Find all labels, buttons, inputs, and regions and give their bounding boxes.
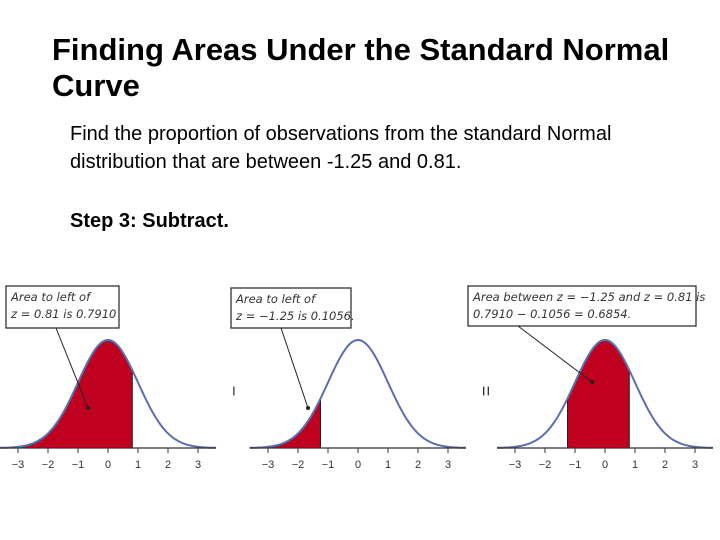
axis-tick-label: −1 <box>569 459 582 471</box>
axis-tick-label: −2 <box>42 459 55 471</box>
normal-curve <box>250 338 466 449</box>
shaded-area <box>0 339 133 449</box>
axis-tick-label: 1 <box>135 459 141 471</box>
minus-operator: − <box>224 386 244 397</box>
axis-tick-label: −2 <box>292 459 305 471</box>
normal-curve <box>497 338 713 449</box>
callout-text: 0.7910 − 0.1056 = 0.6854. <box>473 307 631 321</box>
axis-tick-label: 1 <box>385 459 391 471</box>
axis-tick-label: −3 <box>262 459 275 471</box>
axis-tick-label: 3 <box>445 459 451 471</box>
panel-area-left-of-neg-1.25: −3 −2 −1 0 1 2 3 Area to left of z = −1.25 is 0.… <box>230 287 466 471</box>
axis-tick-label: 3 <box>692 459 698 471</box>
equals-operator: = <box>476 386 496 397</box>
pointer-tip <box>590 380 594 384</box>
callout-text: Area between z = −1.25 and z = 0.81 is <box>472 290 705 304</box>
axis-tick-label: 2 <box>415 459 421 471</box>
callout-pointer <box>517 325 593 383</box>
shaded-area <box>567 339 630 449</box>
axis-tick-label: 2 <box>662 459 668 471</box>
callout-pointer <box>55 327 89 409</box>
shaded-area <box>249 398 321 449</box>
step-label: Step 3: Subtract. <box>70 210 229 232</box>
axis-tick-label: −3 <box>12 459 25 471</box>
axis-tick-label: −1 <box>322 459 335 471</box>
callout-pointer <box>280 327 309 409</box>
pointer-tip <box>306 406 310 410</box>
slide-title: Finding Areas Under the Standard Normal … <box>52 32 670 103</box>
callout-text: Area to left of <box>10 290 92 304</box>
callout-box <box>467 285 697 327</box>
axis-tick-label: 0 <box>105 459 111 471</box>
panel-area-between: −3 −2 −1 0 1 2 3 Area between z = −1.25 and z =… <box>467 285 713 471</box>
pointer-tip <box>86 406 90 410</box>
callout-text: z = −1.25 is 0.1056. <box>235 309 355 323</box>
callout-box <box>230 287 352 329</box>
callout-text: z = 0.81 is 0.7910 <box>10 307 116 321</box>
panel-area-left-of-0.81: −3 −2 −1 0 1 2 3 Area to left of z = 0.81 is 0.7… <box>0 285 216 471</box>
axis-tick-label: −2 <box>539 459 552 471</box>
axis-tick-label: 3 <box>195 459 201 471</box>
axis-tick-label: −3 <box>509 459 522 471</box>
problem-statement: Find the proportion of observations from… <box>70 123 612 173</box>
axis-tick-label: 1 <box>632 459 638 471</box>
axis-tick-label: −1 <box>72 459 85 471</box>
axis-tick-label: 0 <box>602 459 608 471</box>
axis-tick-label: 0 <box>355 459 361 471</box>
callout-text: Area to left of <box>235 292 317 306</box>
callout-box <box>5 285 120 329</box>
axis-tick-label: 2 <box>165 459 171 471</box>
normal-curve <box>0 338 216 449</box>
